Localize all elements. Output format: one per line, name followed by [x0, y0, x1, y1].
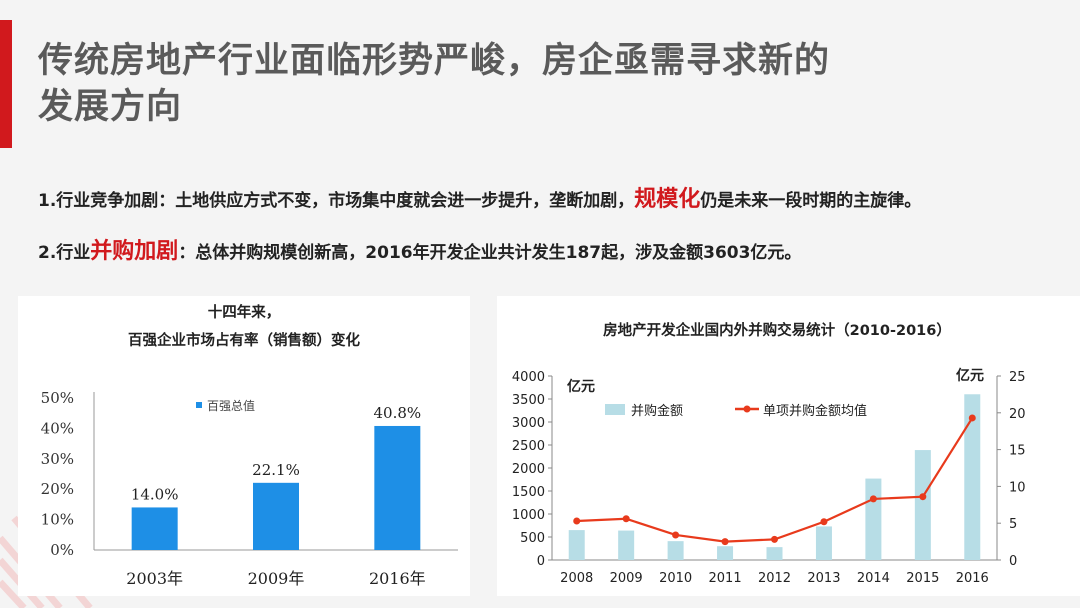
- point-1: 1.行业竞争加剧：土地供应方式不变，市场集中度就会进一步提升，垄断加剧，规模化仍…: [38, 181, 921, 213]
- point-2: 2.行业并购加剧：总体并购规模创新高，2016年开发企业共计发生187起，涉及金…: [38, 233, 801, 265]
- accent-bar: [0, 20, 12, 148]
- left-tick-label: 0: [537, 554, 545, 569]
- bar: [865, 478, 882, 560]
- x-tick-label: 2016: [956, 571, 989, 586]
- bar: [253, 482, 299, 550]
- x-tick-label: 2013: [807, 571, 840, 586]
- line-point: [573, 517, 581, 525]
- x-tick-label: 2014: [857, 571, 890, 586]
- legend-line-label: 单项并购金额均值: [763, 403, 867, 419]
- y-tick-label: 40%: [41, 419, 74, 437]
- x-tick-label: 2009年: [248, 569, 305, 588]
- chart2-title: 房地产开发企业国内外并购交易统计（2010-2016）: [603, 323, 951, 339]
- y-tick-label: 10%: [41, 511, 74, 529]
- point-1-tail: 仍是未来一段时期的主旋律。: [700, 191, 922, 211]
- average-line: [576, 417, 974, 543]
- left-tick-label: 3500: [512, 393, 545, 408]
- y-tick-label: 30%: [41, 450, 74, 468]
- market-share-chart-panel: 十四年来， 百强企业市场占有率（销售额）变化 0% 10% 20% 30% 40% 50%…: [18, 296, 470, 596]
- legend-swatch: [196, 402, 202, 408]
- bar: [568, 530, 585, 560]
- x-tick-label: 2015: [906, 571, 939, 586]
- line-point: [771, 535, 778, 543]
- left-tick-label: 2000: [512, 462, 545, 477]
- bar: [374, 425, 421, 550]
- bar: [964, 394, 981, 560]
- right-tick-label: 5: [1009, 517, 1017, 532]
- left-tick-label: 4000: [512, 370, 545, 385]
- point-2-tail: ：总体并购规模创新高，2016年开发企业共计发生187起，涉及金额3603亿元。: [178, 243, 802, 263]
- legend-label: 百强总值: [207, 398, 255, 413]
- value-label: 14.0%: [131, 485, 179, 503]
- x-tick-label: 2011: [709, 571, 742, 586]
- left-tick-label: 500: [520, 531, 545, 546]
- right-tick-label: 0: [1009, 554, 1017, 569]
- line-point: [622, 515, 630, 523]
- bar: [766, 547, 783, 560]
- y-tick-label: 50%: [41, 389, 74, 407]
- x-tick-label: 2008: [560, 571, 593, 586]
- x-tick-label: 2009: [610, 571, 643, 586]
- bar: [667, 541, 684, 560]
- right-unit-label: 亿元: [956, 367, 984, 384]
- market-share-chart: 0% 10% 20% 30% 40% 50% 百强总值 14.0% 2003年 22.1% 2009…: [41, 389, 458, 588]
- point-1-highlight: 规模化: [634, 187, 701, 212]
- y-tick-label: 20%: [41, 480, 74, 498]
- left-tick-label: 1000: [512, 508, 545, 523]
- line-point: [919, 493, 927, 501]
- point-2-highlight: 并购加剧: [90, 239, 179, 264]
- bar: [815, 526, 832, 560]
- legend-line-marker: [743, 405, 751, 413]
- line-point: [672, 531, 680, 539]
- right-tick-label: 10: [1009, 480, 1026, 495]
- legend-bar-label: 并购金额: [631, 403, 683, 419]
- bar: [914, 450, 931, 560]
- chart1-title-line-2: 百强企业市场占有率（销售额）变化: [128, 333, 360, 349]
- legend-bar-swatch: [605, 404, 625, 415]
- point-2-text: 2.行业: [38, 243, 91, 263]
- left-tick-label: 2500: [512, 439, 545, 454]
- line-point: [721, 538, 729, 546]
- left-tick-label: 1500: [512, 485, 545, 500]
- bar: [618, 530, 635, 560]
- merger-chart-panel: 房地产开发企业国内外并购交易统计（2010-2016） 0 500 1000 1500…: [497, 296, 1080, 596]
- chart1-title-line-1: 十四年来，: [207, 305, 281, 321]
- bar: [717, 546, 734, 560]
- right-tick-label: 15: [1009, 444, 1026, 459]
- title-line-1: 传统房地产行业面临形势严峻，房企亟需寻求新的: [38, 41, 831, 81]
- right-tick-label: 20: [1009, 407, 1026, 422]
- left-tick-label: 3000: [512, 416, 545, 431]
- point-1-text: 1.行业竞争加剧：土地供应方式不变，市场集中度就会进一步提升，垄断加剧，: [38, 191, 635, 211]
- line-point: [820, 518, 828, 526]
- x-tick-label: 2003年: [126, 569, 183, 588]
- right-tick-label: 25: [1009, 370, 1026, 385]
- line-point: [869, 495, 877, 503]
- bar: [131, 507, 178, 550]
- x-tick-label: 2016年: [369, 569, 426, 588]
- value-label: 22.1%: [252, 461, 300, 479]
- title-line-2: 发展方向: [38, 87, 183, 127]
- line-point: [968, 414, 976, 422]
- y-tick-label: 0%: [50, 541, 74, 559]
- page-title: 传统房地产行业面临形势严峻，房企亟需寻求新的 发展方向: [38, 38, 998, 130]
- merger-chart: 0 500 1000 1500 2000 2500 3000 3500 4000 0 5 10 15 20…: [512, 367, 1026, 586]
- left-unit-label: 亿元: [567, 378, 595, 395]
- x-tick-label: 2012: [758, 571, 791, 586]
- value-label: 40.8%: [374, 404, 422, 422]
- x-tick-label: 2010: [659, 571, 692, 586]
